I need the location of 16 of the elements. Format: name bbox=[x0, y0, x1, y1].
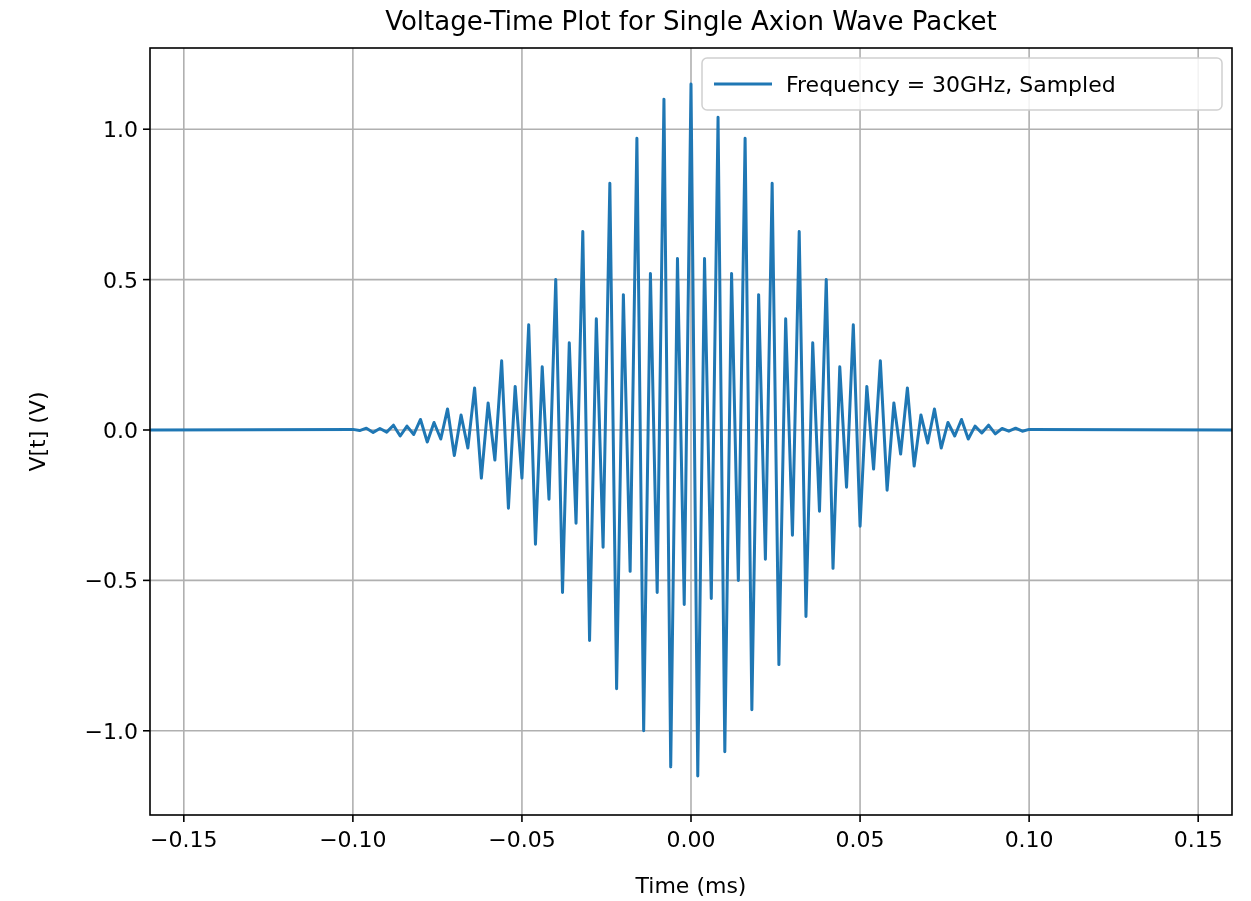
x-tick-label: 0.15 bbox=[1173, 827, 1223, 852]
x-tick-label: −0.10 bbox=[319, 827, 387, 852]
x-tick-label: −0.05 bbox=[488, 827, 556, 852]
y-tick-label: 0.0 bbox=[103, 418, 138, 443]
y-tick-label: −1.0 bbox=[84, 718, 138, 744]
y-axis-title: V[t] (V) bbox=[25, 391, 50, 472]
chart-title: Voltage-Time Plot for Single Axion Wave Packet bbox=[385, 6, 997, 36]
y-tick-label: 0.5 bbox=[103, 267, 138, 293]
y-tick-label: −0.5 bbox=[84, 568, 138, 594]
x-tick-label: 0.05 bbox=[835, 827, 885, 852]
x-tick-label: 0.00 bbox=[666, 827, 716, 852]
x-tick-label: 0.10 bbox=[1004, 827, 1054, 852]
x-tick-label: −0.15 bbox=[150, 827, 218, 852]
x-axis-title: Time (ms) bbox=[634, 873, 747, 898]
y-tick-label: 1.0 bbox=[103, 117, 138, 143]
legend-label: Frequency = 30GHz, Sampled bbox=[786, 72, 1116, 97]
